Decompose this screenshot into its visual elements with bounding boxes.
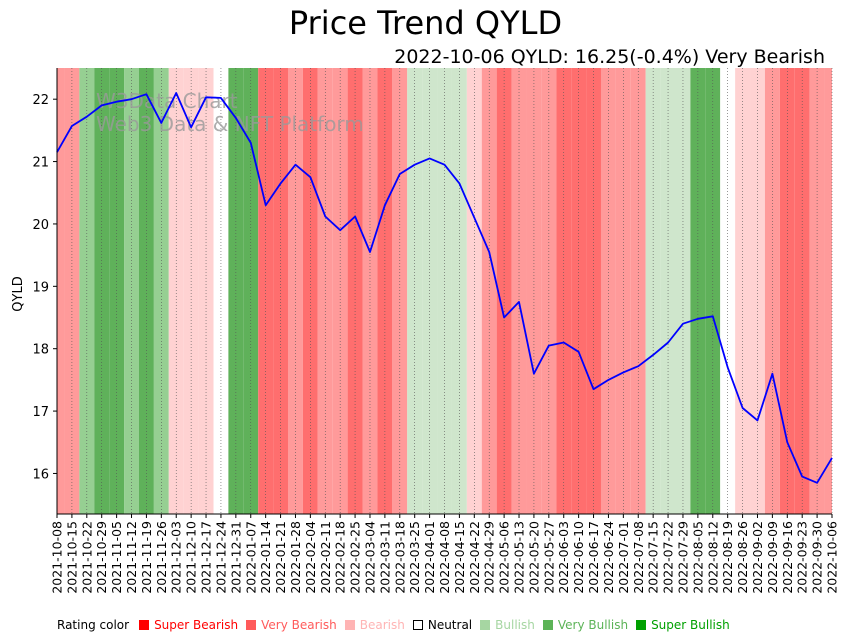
y-tick-label: 17 (32, 405, 49, 420)
legend-label: Neutral (427, 618, 473, 632)
chart-title: Price Trend QYLD (288, 4, 563, 42)
legend-item: Very Bullish (542, 618, 629, 632)
chart-subtitle: 2022-10-06 QYLD: 16.25(-0.4%) Very Beari… (394, 46, 825, 68)
x-tick-label: 2021-10-15 (64, 521, 79, 594)
x-tick-label: 2022-01-07 (243, 521, 258, 594)
x-tick-label: 2022-02-18 (333, 521, 348, 594)
y-tick-label: 20 (32, 218, 49, 233)
x-tick-label: 2022-03-04 (362, 521, 377, 594)
x-tick-label: 2022-05-06 (497, 521, 512, 594)
y-axis-ticks: 16 17 18 19 20 21 22 (32, 93, 57, 482)
x-tick-label: 2021-12-17 (199, 521, 214, 594)
legend-swatch (412, 620, 423, 630)
x-tick-label: 2022-10-06 (825, 521, 840, 594)
price-line (56, 92, 833, 484)
x-tick-label: 2021-11-19 (139, 521, 154, 594)
x-axis-ticks: 2021-10-08 2021-10-15 2021-10-22 2021-10-29… (50, 514, 840, 594)
x-tick-label: 2021-12-24 (213, 521, 228, 594)
x-tick-label: 2022-05-13 (512, 521, 527, 594)
legend-swatch (542, 620, 553, 630)
x-tick-label: 2022-07-22 (661, 521, 676, 594)
price-line-group (56, 92, 833, 484)
legend-label: Bullish (495, 618, 535, 632)
rating-band (824, 68, 832, 514)
x-tick-label: 2022-02-04 (303, 521, 318, 594)
legend-item: Super Bullish (636, 618, 730, 632)
legend-item: Very Bearish (246, 618, 337, 632)
x-tick-label: 2022-08-26 (735, 521, 750, 594)
legend-label: Very Bullish (557, 618, 629, 632)
x-tick-label: 2022-03-11 (377, 521, 392, 594)
x-tick-label: 2022-09-09 (765, 521, 780, 594)
legend-label: Very Bearish (261, 618, 337, 632)
legend-item: Bullish (480, 618, 535, 632)
x-tick-label: 2021-10-08 (50, 521, 65, 594)
y-tick-label: 21 (32, 156, 49, 171)
x-tick-label: 2021-12-03 (169, 521, 184, 594)
x-tick-label: 2022-07-01 (616, 521, 631, 594)
legend-label: Bearish (359, 618, 405, 632)
x-tick-label: 2022-09-30 (810, 521, 825, 594)
x-tick-label: 2022-01-21 (273, 521, 288, 594)
x-tick-label: 2022-09-23 (795, 521, 810, 594)
x-tick-label: 2022-07-15 (646, 521, 661, 594)
x-tick-label: 2021-10-29 (94, 521, 109, 594)
y-axis-label: QYLD (11, 276, 26, 311)
x-tick-label: 2022-08-19 (720, 521, 735, 594)
legend-swatch (344, 620, 355, 630)
x-tick-label: 2022-08-05 (690, 521, 705, 594)
x-tick-label: 2022-09-16 (780, 521, 795, 594)
legend-swatch (480, 620, 491, 630)
x-tick-label: 2022-04-29 (482, 521, 497, 594)
legend-item: Bearish (344, 618, 405, 632)
x-tick-label: 2022-05-27 (541, 521, 556, 594)
legend-label: Super Bullish (651, 618, 730, 632)
x-tick-label: 2022-08-12 (705, 521, 720, 594)
y-tick-label: 16 (32, 467, 49, 482)
x-tick-label: 2022-04-22 (467, 521, 482, 594)
x-tick-label: 2022-04-01 (422, 521, 437, 594)
x-tick-label: 2022-04-08 (437, 521, 452, 594)
vertical-gridlines (56, 68, 833, 514)
x-tick-label: 2021-10-22 (79, 521, 94, 594)
legend-label: Super Bearish (154, 618, 239, 632)
y-tick-label: 19 (32, 280, 49, 295)
x-tick-label: 2021-11-05 (109, 521, 124, 594)
x-tick-label: 2022-06-24 (601, 521, 616, 594)
x-tick-label: 2021-12-10 (184, 521, 199, 594)
x-tick-label: 2022-04-15 (452, 521, 467, 594)
x-tick-label: 2022-07-08 (631, 521, 646, 594)
y-tick-label: 22 (32, 93, 49, 108)
rating-legend: Rating color Super Bearish Very Bearish Be… (57, 616, 738, 634)
x-tick-label: 2022-06-03 (556, 521, 571, 594)
x-tick-label: 2022-07-29 (675, 521, 690, 594)
x-tick-label: 2022-03-25 (407, 521, 422, 594)
legend-swatch (636, 620, 647, 630)
x-tick-label: 2022-01-14 (258, 521, 273, 594)
legend-item: Neutral (412, 618, 473, 632)
x-tick-label: 2021-11-26 (154, 521, 169, 594)
x-tick-label: 2021-12-31 (228, 521, 243, 594)
x-tick-label: 2022-03-18 (392, 521, 407, 594)
x-tick-label: 2022-05-20 (526, 521, 541, 594)
y-tick-label: 18 (32, 343, 49, 358)
legend-item: Super Bearish (139, 618, 238, 632)
x-tick-label: 2022-01-28 (288, 521, 303, 594)
legend-title: Rating color (57, 618, 130, 632)
x-tick-label: 2022-02-25 (348, 521, 363, 594)
watermark-line2: Web3 Data & NFT Platform (96, 112, 364, 136)
x-tick-label: 2022-06-10 (571, 521, 586, 594)
x-tick-label: 2021-11-12 (124, 521, 139, 594)
x-tick-label: 2022-06-17 (586, 521, 601, 594)
x-tick-label: 2022-02-11 (318, 521, 333, 594)
legend-swatch (139, 620, 150, 630)
rating-band (57, 68, 65, 514)
legend-swatch (246, 620, 257, 630)
x-tick-label: 2022-09-02 (750, 521, 765, 594)
